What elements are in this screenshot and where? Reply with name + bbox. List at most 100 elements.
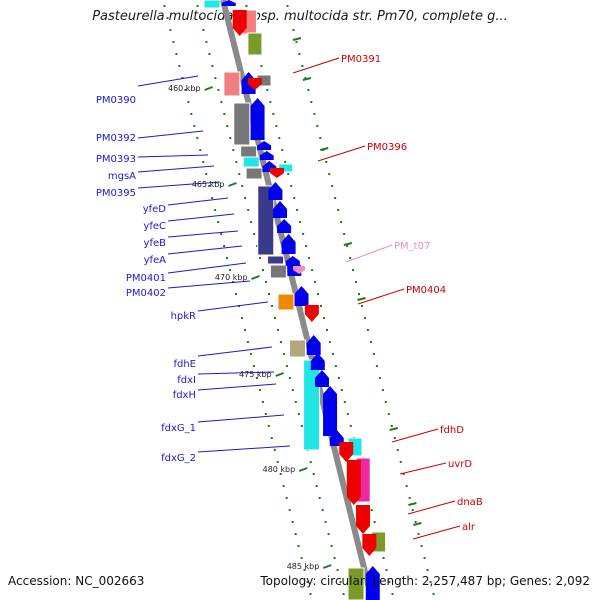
guide-dot [300,557,303,559]
cog-box [277,293,295,311]
guide-dot [288,509,291,511]
gene-label-fdxH: fdxH [173,390,196,401]
plus-gene-arrow [268,182,283,200]
kbp-tick [251,275,260,280]
gene-label-PM0401: PM0401 [126,273,166,284]
cog-box [233,102,251,146]
guide-dot [286,5,289,7]
guide-dot [273,449,276,451]
guide-dot [373,521,376,523]
guide-dot [319,305,322,307]
guide-dot [327,533,330,535]
cog-box [203,0,221,9]
guide-dot [282,353,285,355]
guide-dot [402,473,405,475]
guide-dot [312,473,315,475]
gene-leader [345,244,393,263]
guide-dot [205,173,208,175]
plus-gene-arrow [257,141,272,150]
gene-leader [357,288,405,305]
guide-dot [278,137,281,139]
guide-dot [172,41,175,43]
cog-box [247,32,263,56]
guide-dot [208,53,211,55]
guide-dot [309,461,312,463]
strand-tick [357,297,366,301]
genome-summary-text: Topology: circular; Length: 2,257,487 bp… [260,574,590,588]
gene-leader [167,280,251,289]
plus-gene-arrow [259,151,274,160]
gene-label-PM0402: PM0402 [126,288,166,299]
guide-dot [299,221,302,223]
guide-dot [220,233,223,235]
guide-dot [220,101,223,103]
gene-label-PM0404: PM0404 [406,285,446,296]
dotted-guides [163,5,435,595]
gene-label-fdhE: fdhE [173,359,196,370]
cog-box [257,185,275,256]
strand-tick [343,242,353,246]
guide-dot [322,317,325,319]
guide-dot [249,353,252,355]
guide-dot [193,125,196,127]
plus-gene-arrow [323,386,338,436]
gene-label-PM0395: PM0395 [96,188,136,199]
guide-dot [238,173,241,175]
strand-tick [292,37,302,41]
gene-label-mgsA: mgsA [108,171,136,182]
guide-dot [261,401,264,403]
guide-dot [314,281,317,283]
map-title: Pasteurella multocida subsp. multocida s… [92,9,508,24]
guide-dot [328,341,331,343]
guide-dot [302,233,305,235]
guide-dot [342,593,345,595]
guide-dot [309,593,312,595]
guide-dot [337,377,340,379]
guide-dot [211,197,214,199]
guide-dot [265,281,268,283]
gene-leader [137,165,215,173]
gene-leader [167,245,243,255]
guide-dot [187,101,190,103]
kbp-tick [298,467,308,472]
plus-gene-arrow [250,98,265,140]
guide-dot [414,521,417,523]
kbp-label: 475 kbp [239,370,272,379]
guide-dot [343,401,346,403]
guide-dot [259,257,262,259]
guide-dot [266,89,269,91]
guide-dot [423,557,426,559]
guide-dot [303,569,306,571]
gene-label-fdxI: fdxI [177,375,196,386]
gene-label-hpkR: hpkR [171,311,196,322]
guide-dot [163,5,166,7]
guide-dot [372,353,375,355]
gene-leader [407,500,456,515]
guide-dot [240,317,243,319]
gene-leader [137,75,199,87]
gene-leader [412,525,461,540]
plus-gene-arrow [314,370,329,387]
gene-leader [317,145,366,162]
guide-dot [388,581,391,583]
cog-box [347,567,365,600]
guide-dot [328,173,331,175]
guide-dot [396,449,399,451]
plus-gene-arrow [221,0,236,6]
guide-dot [226,257,229,259]
guide-dot [310,101,313,103]
guide-dot [284,161,287,163]
kbp-label: 465 kbp [192,180,225,189]
gene-label-PM0392: PM0392 [96,133,136,144]
strand-tick [320,147,329,151]
guide-dot [178,65,181,67]
guide-dot [319,137,322,139]
guide-dot [294,533,297,535]
gene-label-PM0391: PM0391 [341,54,381,65]
gene-leader [167,230,239,238]
guide-dot [385,569,388,571]
guide-dot [211,65,214,67]
guide-dot [333,557,336,559]
guide-dot [358,293,361,295]
